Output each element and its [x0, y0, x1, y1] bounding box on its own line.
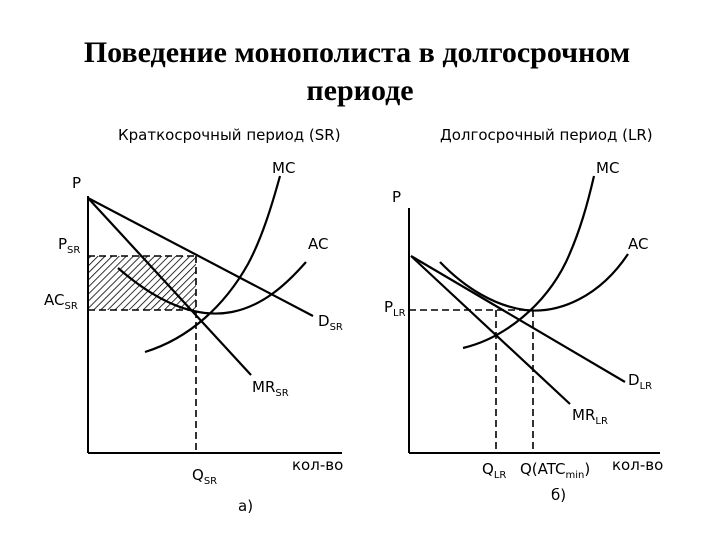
panel-a-heading: Краткосрочный период (SR): [118, 126, 341, 144]
profit-area: [88, 256, 196, 310]
mr-curve-lr: [410, 255, 571, 405]
panel-b-ac-label: AC: [628, 235, 648, 253]
panel-a-mc-label: MC: [272, 159, 295, 177]
demand-curve-lr: [410, 255, 626, 383]
panel-b-mc-label: MC: [596, 159, 619, 177]
panel-b-x-axis-label: кол-во: [612, 456, 663, 474]
panel-a-d-label: DSR: [318, 312, 343, 333]
panel-b-caption: б): [551, 486, 566, 504]
panel-a-y-axis-label: P: [72, 174, 81, 192]
panel-b-qmin-label: Q(ATCmin): [520, 460, 590, 481]
panel-b-d-label: DLR: [628, 371, 652, 392]
demand-curve-sr: [87, 197, 314, 317]
slide-title: Поведение монополиста в долгосрочном пер…: [0, 34, 720, 110]
panel-a-qty-label: QSR: [192, 466, 217, 487]
panel-a-price-label: PSR: [58, 235, 80, 256]
panel-a-x-axis-label: кол-во: [292, 456, 343, 474]
panel-short-run: Краткосрочный период (SR) P кол-во MC AC…: [44, 126, 343, 515]
panel-b-heading: Долгосрочный период (LR): [440, 126, 653, 144]
mc-curve-lr: [462, 175, 596, 350]
panel-b-y-axis-label: P: [392, 188, 401, 206]
panel-a-cost-label: ACSR: [44, 291, 78, 312]
panel-a-mr-label: MRSR: [252, 378, 289, 399]
mr-curve-sr: [87, 197, 252, 376]
ac-curve-lr: [439, 253, 629, 312]
panel-a-ac-label: AC: [308, 235, 328, 253]
mc-curve-sr: [144, 175, 282, 354]
panel-b-mr-label: MRLR: [572, 406, 608, 427]
panel-long-run: Долгосрочный период (LR) P кол-во MC AC …: [384, 126, 663, 504]
ac-curve-sr: [117, 261, 307, 315]
panel-b-price-label: PLR: [384, 298, 406, 319]
panel-b-qty-label: QLR: [482, 460, 506, 481]
panel-a-caption: a): [238, 497, 253, 515]
title-line-2: периоде: [306, 74, 414, 107]
title-line-1: Поведение монополиста в долгосрочном: [83, 36, 631, 69]
